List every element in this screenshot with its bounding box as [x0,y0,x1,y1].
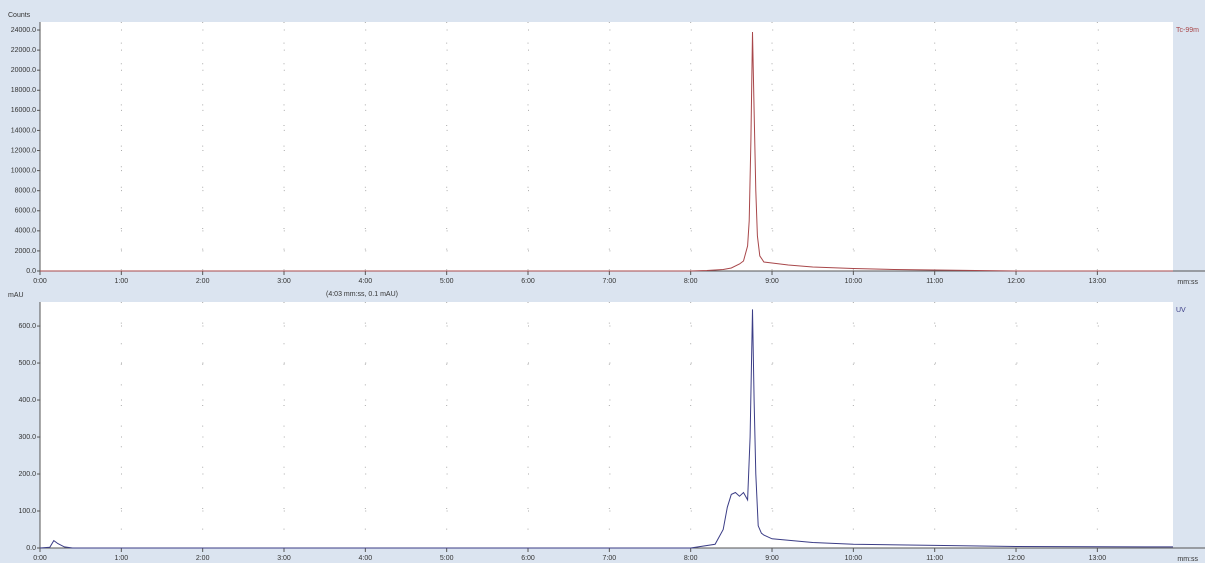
x-tick-label: 0:00 [33,278,47,285]
trace [39,309,1174,549]
x-tick-label: 7:00 [603,278,617,285]
y-tick-label: 100.0 [18,508,36,515]
x-tick-label: 13:00 [1089,555,1107,562]
x-tick-label: 12:00 [1007,555,1025,562]
trace [40,31,1173,272]
x-tick-label: 5:00 [440,555,454,562]
x-tick-label: 8:00 [684,555,698,562]
x-tick-label: 7:00 [603,555,617,562]
y-tick-label: 0.0 [26,545,36,552]
x-tick-label: 0:00 [33,555,47,562]
y-tick-label: 600.0 [18,323,36,330]
x-tick-label: 10:00 [845,278,863,285]
x-tick-label: 6:00 [521,555,535,562]
y-tick-label: 24000.0 [11,27,36,34]
x-tick-label: 4:00 [359,278,373,285]
x-tick-label: 6:00 [521,278,535,285]
y-axis-label: mAU [8,292,24,299]
x-tick-label: 8:00 [684,278,698,285]
y-tick-label: 400.0 [18,397,36,404]
y-tick-label: 0.0 [26,268,36,275]
y-tick-label: 8000.0 [15,188,37,195]
y-tick-label: 22000.0 [11,47,36,54]
x-tick-label: 11:00 [926,278,943,285]
x-tick-label: 9:00 [765,278,779,285]
x-axis-label: mm:ss [1177,279,1198,286]
y-tick-label: 6000.0 [15,208,37,215]
x-tick-label: 13:00 [1089,278,1107,285]
x-tick-label: 11:00 [926,555,943,562]
y-tick-label: 20000.0 [11,67,36,74]
y-axis-label: Counts [8,12,31,19]
x-tick-label: 10:00 [845,555,863,562]
x-tick-label: 1:00 [115,278,129,285]
x-tick-label: 3:00 [277,278,291,285]
y-tick-label: 12000.0 [11,147,36,154]
x-tick-label: 12:00 [1007,278,1025,285]
x-axis-label: mm:ss [1177,556,1198,563]
x-tick-label: 2:00 [196,555,210,562]
y-tick-label: 10000.0 [11,167,36,174]
x-tick-label: 4:00 [359,555,373,562]
cursor-readout: (4:03 mm:ss, 0.1 mAU) [326,291,398,298]
y-tick-label: 14000.0 [11,127,36,134]
plot-area [40,302,1173,548]
y-tick-label: 4000.0 [15,228,37,235]
x-tick-label: 1:00 [115,555,129,562]
y-tick-label: 500.0 [18,360,36,367]
y-tick-label: 18000.0 [11,87,36,94]
x-tick-label: 5:00 [440,278,454,285]
plot-area [40,22,1173,271]
x-tick-label: 2:00 [196,278,210,285]
y-tick-label: 16000.0 [11,107,36,114]
series-name: Tc-99m [1176,27,1199,34]
series-name: UV [1176,307,1186,314]
y-tick-label: 200.0 [18,471,36,478]
x-tick-label: 9:00 [765,555,779,562]
x-tick-label: 3:00 [277,555,291,562]
y-tick-label: 300.0 [18,434,36,441]
y-tick-label: 2000.0 [15,248,37,255]
